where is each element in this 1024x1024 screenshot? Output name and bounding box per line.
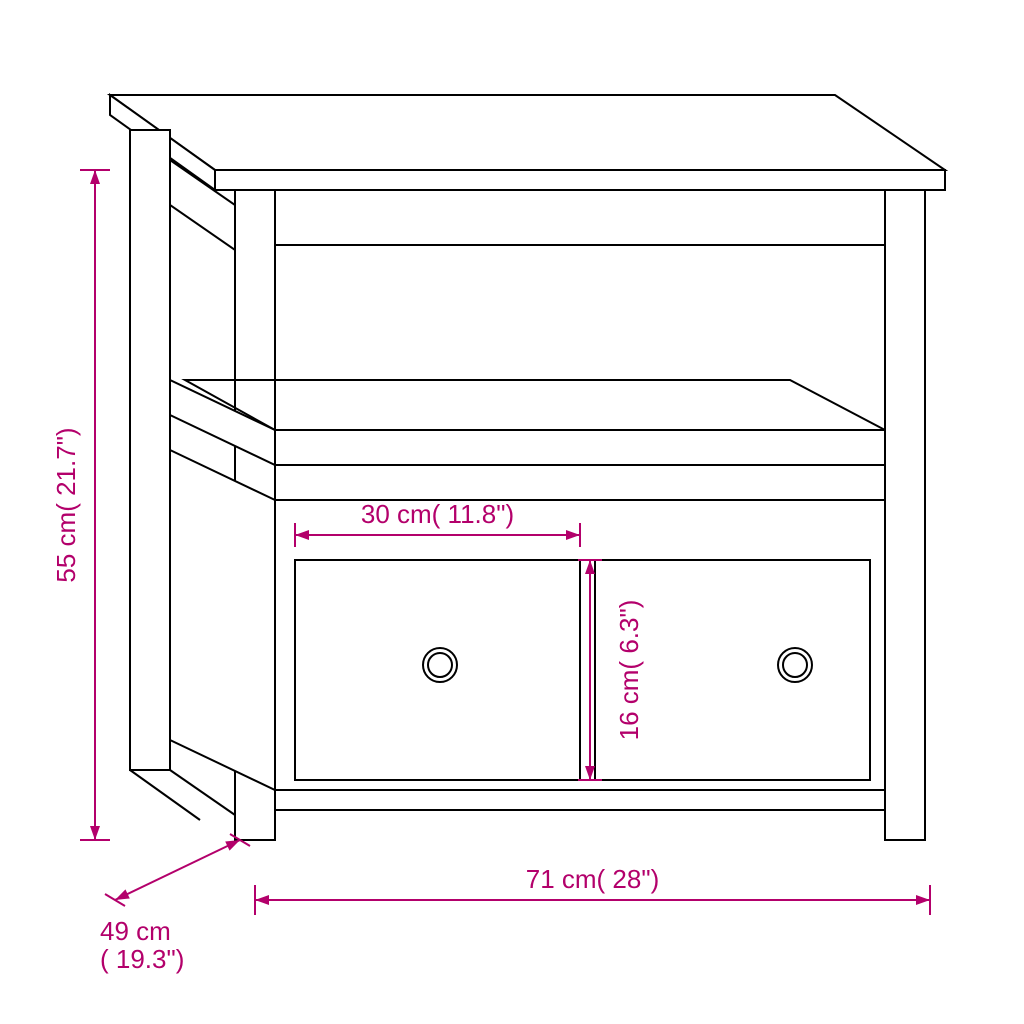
dim-height-cm: 55 cm: [51, 512, 81, 583]
furniture-outline: [110, 95, 945, 840]
table-top-edge: [215, 170, 945, 190]
dim-depth-cm: 49 cm: [100, 916, 171, 946]
dim-drawer-width: 30 cm( 11.8"): [361, 499, 514, 529]
dim-depth-in: ( 19.3"): [100, 944, 184, 974]
leg-back-left-diag: [170, 770, 235, 815]
front-apron: [275, 190, 885, 245]
dim-drawer-height: 16 cm( 6.3"): [614, 600, 644, 741]
leg-back-left-diag2: [130, 770, 200, 820]
dim-width-in: ( 28"): [597, 864, 660, 894]
middle-shelf-top: [185, 380, 885, 430]
dim-drawer-height-in: ( 6.3"): [614, 600, 644, 670]
furniture-dimension-diagram: 55 cm( 21.7") 49 cm( 19.3") 71 cm( 28") 30 …: [0, 0, 1024, 1024]
dim-drawer-height-cm: 16 cm: [614, 670, 644, 741]
knob-right: [783, 653, 807, 677]
middle-shelf: [275, 430, 885, 465]
dim-height: 55 cm( 21.7"): [51, 427, 81, 582]
dim-drawer-width-cm: 30 cm: [361, 499, 432, 529]
table-top-surface: [110, 95, 945, 170]
leg-back-left: [130, 130, 170, 770]
dim-drawer-width-in: ( 11.8"): [432, 499, 514, 529]
dim-height-in: ( 21.7"): [51, 427, 81, 511]
dim-width-cm: 71 cm: [526, 864, 597, 894]
drawer-frame-side: [170, 450, 275, 790]
leg-front-right: [885, 190, 925, 840]
dim-width: 71 cm( 28"): [526, 864, 660, 894]
knob-left: [428, 653, 452, 677]
dim-depth: 49 cm( 19.3"): [100, 916, 184, 974]
